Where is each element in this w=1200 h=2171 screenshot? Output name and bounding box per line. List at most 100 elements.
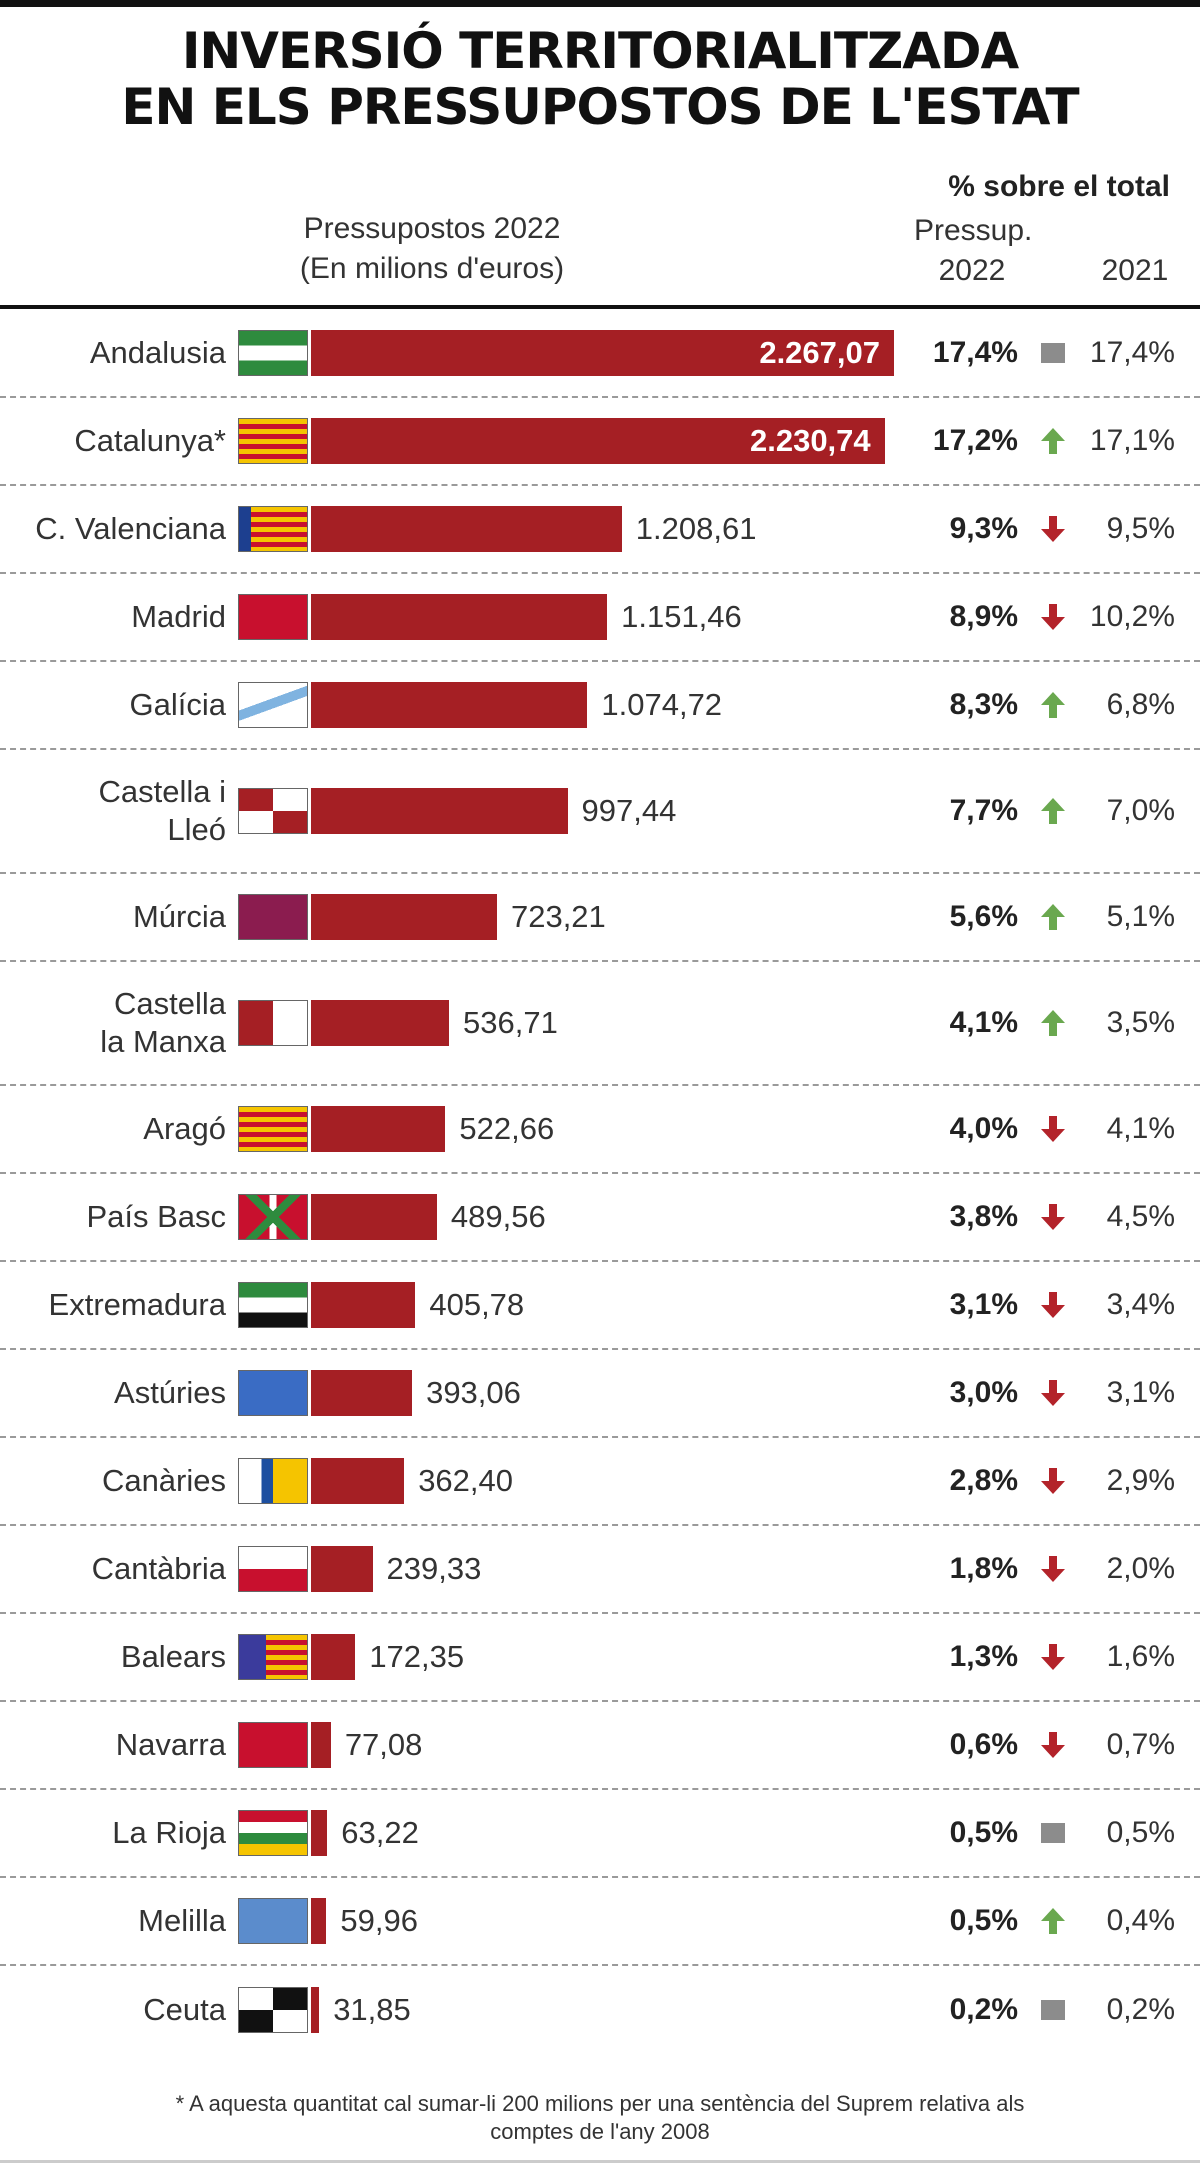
bar: [311, 894, 497, 940]
category-label: Melilla: [138, 1903, 226, 1938]
data-row: País Basc 489,56 3,8% 4,5%: [0, 1174, 1200, 1262]
bar: [311, 1282, 416, 1328]
bottom-rule: [0, 2160, 1200, 2163]
value-label: 489,56: [450, 1199, 546, 1234]
trend-icon: [1038, 1730, 1068, 1760]
footnote: * A aquesta quantitat cal sumar-li 200 m…: [175, 2091, 1025, 2144]
share-2021: 0,2%: [1106, 1993, 1175, 2026]
flag-icon: [238, 1546, 308, 1592]
value-label: 2.267,07: [759, 335, 880, 370]
trend-icon: [1038, 1466, 1068, 1496]
value-label: 997,44: [581, 793, 677, 828]
share-2022: 9,3%: [949, 512, 1018, 545]
bar: [311, 682, 588, 728]
category-label: Canàries: [101, 1463, 226, 1498]
share-2022: 0,5%: [949, 1816, 1018, 1849]
share-2021: 10,2%: [1089, 600, 1175, 633]
data-row: Canàries 362,40 2,8% 2,9%: [0, 1438, 1200, 1526]
value-label: 393,06: [426, 1375, 521, 1410]
value-label: 1.151,46: [621, 599, 742, 634]
share-2021: 7,0%: [1106, 794, 1175, 827]
flag-icon: [238, 1370, 308, 1416]
share-2022: 0,5%: [949, 1904, 1018, 1937]
column-header: 2021: [1101, 254, 1169, 287]
flag-icon: [238, 330, 308, 376]
flag-icon: [238, 1987, 308, 2033]
category-label: Cantàbria: [91, 1551, 226, 1586]
data-row: Múrcia 723,21 5,6% 5,1%: [0, 874, 1200, 962]
flag-icon: [238, 1898, 308, 1944]
trend-icon: [1038, 1642, 1068, 1672]
value-label: 723,21: [510, 899, 606, 934]
data-row: Astúries 393,06 3,0% 3,1%: [0, 1350, 1200, 1438]
bar: [311, 1370, 413, 1416]
bar: [311, 1898, 327, 1944]
value-label: 1.074,72: [601, 687, 723, 722]
title-line: EN ELS PRESSUPOSTOS DE L'ESTAT: [121, 78, 1079, 136]
share-2021: 4,1%: [1106, 1112, 1175, 1145]
category-label: La Rioja: [112, 1815, 226, 1850]
bar: [311, 418, 885, 464]
bar: [311, 1546, 373, 1592]
flag-icon: [238, 1194, 308, 1240]
share-2021: 3,5%: [1106, 1006, 1175, 1039]
flag-icon: [238, 418, 308, 464]
share-2021: 6,8%: [1106, 688, 1175, 721]
trend-icon: [1038, 796, 1068, 826]
flag-icon: [238, 594, 308, 640]
trend-icon: [1038, 1995, 1068, 2025]
value-label: 239,33: [386, 1551, 482, 1586]
trend-icon: [1038, 1554, 1068, 1584]
trend-icon: [1038, 602, 1068, 632]
data-row: La Rioja 63,22 0,5% 0,5%: [0, 1790, 1200, 1878]
data-row: Castella la Manxa 536,71 4,1% 3,5%: [0, 962, 1200, 1086]
share-2021: 5,1%: [1106, 900, 1175, 933]
flag-icon: [238, 1282, 308, 1328]
share-2022: 4,1%: [949, 1006, 1018, 1039]
value-label: 77,08: [344, 1727, 423, 1762]
share-2022: 1,8%: [949, 1552, 1018, 1585]
trend-icon: [1038, 338, 1068, 368]
share-2021: 3,4%: [1106, 1288, 1175, 1321]
share-2022: 8,3%: [949, 688, 1018, 721]
category-label: Madrid: [131, 599, 226, 634]
trend-icon: [1038, 902, 1068, 932]
trend-icon: [1038, 514, 1068, 544]
share-2021: 2,9%: [1106, 1464, 1175, 1497]
data-row: Extremadura 405,78 3,1% 3,4%: [0, 1262, 1200, 1350]
share-subheader: Pressup.: [914, 214, 1033, 247]
share-2021: 0,7%: [1106, 1728, 1175, 1761]
share-2021: 0,4%: [1106, 1904, 1175, 1937]
value-label: 172,35: [369, 1639, 465, 1674]
trend-icon: [1038, 1818, 1068, 1848]
data-row: C. Valenciana 1.208,61 9,3% 9,5%: [0, 486, 1200, 574]
share-2021: 17,1%: [1089, 424, 1175, 457]
value-label: 522,66: [459, 1111, 555, 1146]
flag-icon: [238, 788, 308, 834]
share-2021: 3,1%: [1106, 1376, 1175, 1409]
value-label: 59,96: [340, 1903, 418, 1938]
value-label: 1.208,61: [635, 511, 757, 546]
trend-icon: [1038, 1378, 1068, 1408]
data-row: Aragó 522,66 4,0% 4,1%: [0, 1086, 1200, 1174]
share-2022: 0,6%: [949, 1728, 1018, 1761]
category-label: C. Valenciana: [35, 511, 226, 546]
flag-icon: [238, 682, 308, 728]
share-2021: 4,5%: [1106, 1200, 1175, 1233]
bar: [311, 1810, 328, 1856]
category-label: Catalunya*: [74, 423, 226, 458]
category-label: Ceuta: [143, 1992, 226, 2027]
category-label: Navarra: [115, 1727, 226, 1762]
bar: [311, 594, 608, 640]
trend-icon: [1038, 1290, 1068, 1320]
value-label: 2.230,74: [749, 423, 871, 458]
category-label: Castella la Manxa: [100, 986, 226, 1059]
data-row: Castella i Lleó 997,44 7,7% 7,0%: [0, 750, 1200, 874]
share-2021: 2,0%: [1106, 1552, 1175, 1585]
bar: [311, 1722, 331, 1768]
data-row: Andalusia 2.267,07 17,4% 17,4%: [0, 310, 1200, 398]
flag-icon: [238, 1458, 308, 1504]
bar: [311, 788, 568, 834]
category-label: Castella i Lleó: [98, 774, 227, 847]
